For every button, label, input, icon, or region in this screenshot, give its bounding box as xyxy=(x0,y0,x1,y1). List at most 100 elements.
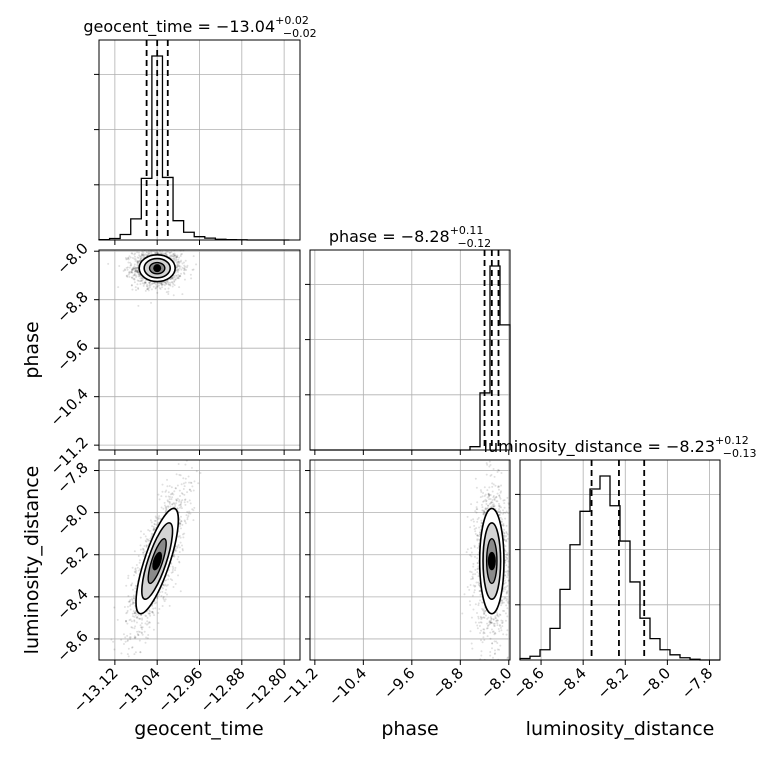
panel-phase-vs-luminosity-distance-point xyxy=(506,607,509,610)
panel-geocent-time-vs-luminosity-distance-point xyxy=(157,518,160,521)
title-geocent-time: geocent_time = −13.04+0.02 −0.02 xyxy=(83,14,316,40)
panel-geocent-time-vs-luminosity-distance-point xyxy=(149,537,152,540)
panel-phase-vs-luminosity-distance-point xyxy=(484,508,487,511)
panel-phase-vs-luminosity-distance-point xyxy=(505,570,508,573)
panel-geocent-time-vs-phase-point xyxy=(137,273,140,276)
panel-geocent-time-vs-luminosity-distance-point xyxy=(179,506,182,509)
panel-geocent-time-vs-phase-point xyxy=(137,279,140,282)
panel-geocent-time-vs-phase-point xyxy=(144,289,147,292)
panel-phase-vs-luminosity-distance-point xyxy=(504,511,507,514)
panel-geocent-time-vs-luminosity-distance-point xyxy=(153,519,156,522)
panel-geocent-time-vs-luminosity-distance-point xyxy=(124,636,127,639)
panel-geocent-time-vs-phase-point xyxy=(167,283,170,286)
panel-geocent-time-vs-phase-point xyxy=(136,270,139,273)
panel-geocent-time-vs-luminosity-distance-point xyxy=(160,495,163,498)
title-luminosity-distance-plus: +0.12 xyxy=(715,434,749,447)
panel-geocent-time-vs-phase-point xyxy=(172,255,175,258)
panel-geocent-time-vs-luminosity-distance-point xyxy=(126,611,129,614)
panel-geocent-time-vs-phase-point xyxy=(153,250,156,253)
panel-phase-vs-luminosity-distance-point xyxy=(478,590,481,593)
panel-phase-vs-luminosity-distance-point xyxy=(486,507,489,510)
panel-phase-vs-luminosity-distance-point xyxy=(479,590,482,593)
panel-geocent-time-vs-luminosity-distance-point xyxy=(181,523,184,526)
panel-geocent-time-vs-luminosity-distance-point xyxy=(138,630,141,633)
panel-phase-vs-luminosity-distance-point xyxy=(480,521,483,524)
panel-phase-vs-luminosity-distance-point xyxy=(503,528,506,531)
panel-geocent-time-vs-luminosity-distance-point xyxy=(147,539,150,542)
panel-geocent-time-vs-phase-point xyxy=(130,270,133,273)
panel-geocent-time-vs-luminosity-distance-point xyxy=(181,548,184,551)
panel-geocent-time-vs-luminosity-distance-point xyxy=(137,634,140,637)
panel-geocent-time-vs-phase-point xyxy=(177,270,180,273)
panel-geocent-time-vs-luminosity-distance-point xyxy=(174,547,177,550)
panel-phase-vs-luminosity-distance-point xyxy=(506,533,509,536)
panel-geocent-time-vs-luminosity-distance-point xyxy=(144,539,147,542)
panel-geocent-time-vs-luminosity-distance-point xyxy=(142,533,145,536)
panel-geocent-time-vs-luminosity-distance-point xyxy=(127,647,130,650)
panel-geocent-time-vs-luminosity-distance-point xyxy=(167,495,170,498)
panel-geocent-time-vs-phase-point xyxy=(139,259,142,262)
panel-phase-vs-luminosity-distance-point xyxy=(495,500,498,503)
panel-phase-vs-luminosity-distance-point xyxy=(506,572,509,575)
panel-phase-vs-luminosity-distance-point xyxy=(482,509,485,512)
panel-geocent-time-vs-luminosity-distance-point xyxy=(148,621,151,624)
panel-geocent-time-vs-phase-point xyxy=(172,252,175,255)
panel-geocent-time-vs-luminosity-distance-point xyxy=(165,579,168,582)
panel-geocent-time-vs-phase-point xyxy=(136,260,139,263)
panel-geocent-time-vs-luminosity-distance-point xyxy=(178,504,181,507)
panel-geocent-time-vs-luminosity-distance-point xyxy=(172,567,175,570)
panel-geocent-time-vs-phase-point xyxy=(136,269,139,272)
panel-geocent-time-vs-luminosity-distance-point xyxy=(133,627,136,630)
panel-geocent-time-vs-luminosity-distance-point xyxy=(146,620,149,623)
panel-geocent-time-vs-luminosity-distance-point xyxy=(167,505,170,508)
panel-phase-vs-luminosity-distance-point xyxy=(502,512,505,515)
panel-geocent-time-vs-luminosity-distance-point xyxy=(134,571,137,574)
panel-geocent-time-vs-luminosity-distance-point xyxy=(148,609,151,612)
y-axis-label-luminosity-distance: luminosity_distance xyxy=(21,466,43,655)
panel-phase-vs-luminosity-distance-point xyxy=(474,584,477,587)
panel-geocent-time-vs-luminosity-distance-point xyxy=(180,500,183,503)
panel-geocent-time-vs-luminosity-distance-point xyxy=(179,590,182,593)
panel-phase-vs-luminosity-distance-point xyxy=(476,567,479,570)
panel-geocent-time-vs-luminosity-distance-point xyxy=(162,584,165,587)
panel-geocent-time-vs-phase-point xyxy=(137,271,140,274)
panel-geocent-time-vs-phase-point xyxy=(176,236,178,238)
panel-geocent-time-vs-luminosity-distance-point xyxy=(122,642,125,645)
panel-geocent-time-vs-luminosity-distance-point xyxy=(133,636,136,639)
panel-phase-vs-luminosity-distance-point xyxy=(485,507,488,510)
panel-geocent-time-vs-phase-point xyxy=(143,254,146,257)
panel-phase-vs-luminosity-distance-point xyxy=(492,618,495,621)
panel-phase-vs-luminosity-distance-point xyxy=(480,618,483,621)
panel-geocent-time-vs-luminosity-distance-point xyxy=(130,583,133,586)
panel-phase-vs-luminosity-distance-point xyxy=(482,513,485,516)
panel-geocent-time-vs-phase-point xyxy=(164,281,167,284)
panel-geocent-time-vs-phase-point xyxy=(178,286,181,289)
x-axis-label-geocent-time: geocent_time xyxy=(134,718,263,740)
panel-geocent-time-vs-luminosity-distance-point xyxy=(185,514,188,517)
panel-geocent-time-vs-phase-point xyxy=(175,264,178,267)
panel-geocent-time-vs-phase-point xyxy=(155,251,158,254)
panel-geocent-time-vs-luminosity-distance-point xyxy=(144,641,147,644)
panel-geocent-time-vs-luminosity-distance-point xyxy=(183,501,186,504)
panel-geocent-time-vs-luminosity-distance-point xyxy=(132,601,135,604)
panel-phase-vs-luminosity-distance-point xyxy=(507,579,510,582)
panel-geocent-time-vs-phase-point xyxy=(170,278,173,281)
panel-phase-vs-luminosity-distance-point xyxy=(479,528,482,531)
panel-geocent-time-vs-phase-point xyxy=(173,259,176,262)
panel-geocent-time-vs-luminosity-distance-point xyxy=(148,529,151,532)
panel-phase-vs-luminosity-distance-point xyxy=(501,625,504,628)
panel-phase-vs-luminosity-distance-point xyxy=(512,600,514,602)
panel-geocent-time-vs-luminosity-distance-point xyxy=(145,538,148,541)
panel-geocent-time-vs-phase-point xyxy=(177,268,180,271)
panel-phase-vs-luminosity-distance-point xyxy=(498,624,501,627)
panel-phase-vs-luminosity-distance-point xyxy=(497,486,500,489)
panel-phase-vs-luminosity-distance-point xyxy=(477,602,480,605)
panel-geocent-time-vs-luminosity-distance-point xyxy=(168,502,171,505)
panel-geocent-time-vs-luminosity-distance-point xyxy=(186,516,189,519)
panel-geocent-time-vs-luminosity-distance-point xyxy=(155,523,158,526)
panel-geocent-time-vs-luminosity-distance-point xyxy=(152,529,155,532)
panel-phase-vs-luminosity-distance-point xyxy=(482,628,485,631)
panel-geocent-time-vs-phase-point xyxy=(169,284,172,287)
panel-geocent-time-vs-phase-point xyxy=(172,253,175,256)
panel-phase-vs-luminosity-distance-point xyxy=(492,496,495,499)
